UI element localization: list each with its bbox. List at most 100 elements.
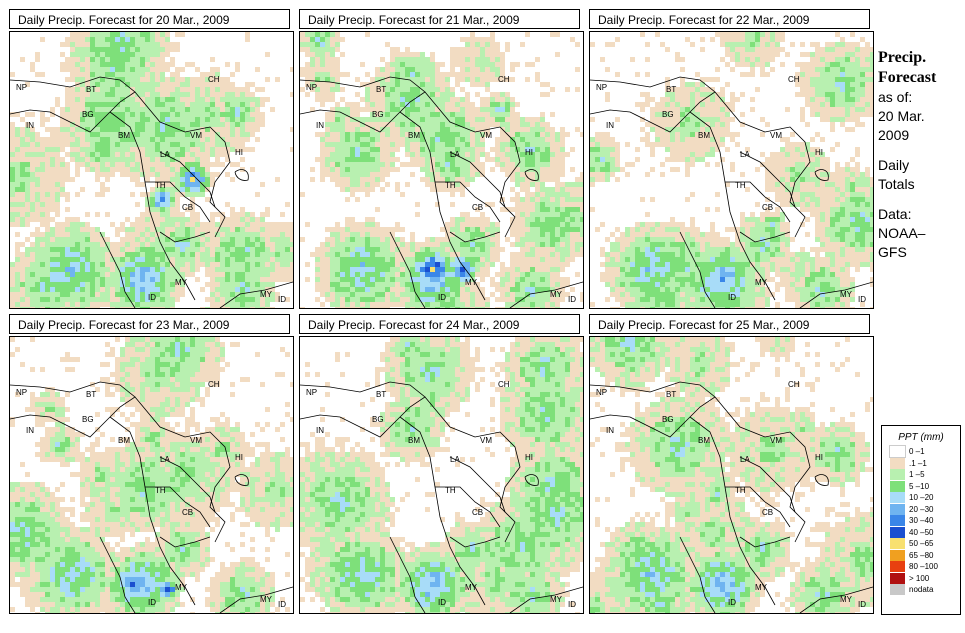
country-border <box>159 456 216 513</box>
country-label: LA <box>160 150 170 159</box>
country-border <box>219 586 293 613</box>
panel-title: Daily Precip. Forecast for 23 Mar., 2009 <box>9 314 290 334</box>
country-label: VM <box>480 436 492 445</box>
side-date-1: 20 Mar. <box>878 108 925 124</box>
legend-swatch <box>890 503 905 515</box>
legend-label: 1 –5 <box>909 470 925 480</box>
precip-map: NP BT BG IN BM CH VM LA TH CB HI MY ID MY ID <box>299 336 584 614</box>
country-label: LA <box>160 455 170 464</box>
country-label: CH <box>788 380 800 389</box>
legend-swatch <box>889 445 906 459</box>
precip-field <box>300 32 583 308</box>
country-label: IN <box>606 426 614 435</box>
country-label: MY <box>175 583 188 592</box>
forecast-panel-4: Daily Precip. Forecast for 23 Mar., 2009… <box>9 314 294 614</box>
country-label: NP <box>16 388 27 397</box>
legend-swatch <box>890 561 905 573</box>
country-border <box>145 181 211 223</box>
country-label: NP <box>16 83 27 92</box>
country-label: CB <box>472 203 483 212</box>
legend-label: 5 –10 <box>909 481 930 491</box>
country-label: IN <box>316 121 324 130</box>
country-label: MY <box>465 583 478 592</box>
country-label: TH <box>155 486 166 495</box>
country-border <box>689 416 776 606</box>
precip-field <box>590 32 873 308</box>
panel-title: Daily Precip. Forecast for 22 Mar., 2009 <box>589 9 870 29</box>
country-border <box>689 111 776 301</box>
legend-label: 50 –65 <box>909 539 934 549</box>
country-label: ID <box>858 600 866 609</box>
legend-label: > 100 <box>909 573 930 583</box>
side-source-2: GFS <box>878 244 907 260</box>
country-border <box>99 231 136 308</box>
legend-item: 1 –5 <box>890 469 960 481</box>
country-border <box>234 474 249 486</box>
country-label: CB <box>762 203 773 212</box>
country-border <box>679 536 716 613</box>
country-label: BM <box>698 131 710 140</box>
country-label: CH <box>208 75 220 84</box>
country-border <box>219 281 293 308</box>
country-label: TH <box>445 486 456 495</box>
country-label: IN <box>316 426 324 435</box>
country-border <box>449 536 501 548</box>
map-canvas: NP BT BG IN BM CH VM LA TH CB HI MY ID MY ID <box>590 32 873 308</box>
country-label: IN <box>606 121 614 130</box>
country-label: NP <box>596 388 607 397</box>
legend-swatch <box>890 469 905 481</box>
legend-item: 80 –100 <box>890 561 960 573</box>
country-label: MY <box>260 290 273 299</box>
legend-item: 10 –20 <box>890 492 960 504</box>
country-label: MY <box>840 290 853 299</box>
country-border <box>814 474 829 486</box>
legend-item: 65 –80 <box>890 549 960 562</box>
side-totals: Totals <box>878 176 915 192</box>
country-label: LA <box>450 150 460 159</box>
legend-label: 80 –100 <box>909 562 938 572</box>
country-label: MY <box>840 595 853 604</box>
country-label: ID <box>278 295 286 304</box>
map-canvas: NP BT BG IN BM CH VM LA TH CB HI MY ID MY ID <box>10 32 293 308</box>
side-asof: as of: <box>878 89 913 105</box>
country-border <box>739 231 791 243</box>
country-border <box>109 416 196 606</box>
country-border <box>234 169 249 181</box>
country-label: TH <box>155 181 166 190</box>
country-label: BG <box>82 110 94 119</box>
country-border <box>145 486 211 528</box>
country-label: NP <box>306 388 317 397</box>
map-canvas: NP BT BG IN BM CH VM LA TH CB HI MY ID MY ID <box>300 32 583 308</box>
legend-label: 30 –40 <box>909 516 934 526</box>
country-label: BM <box>118 436 130 445</box>
country-border <box>739 536 791 548</box>
country-border <box>509 586 583 613</box>
country-label: ID <box>438 598 446 607</box>
country-border <box>739 456 796 513</box>
country-border <box>435 181 501 223</box>
legend-item: 5 –10 <box>890 480 960 493</box>
country-label: BT <box>376 85 386 94</box>
panel-title: Daily Precip. Forecast for 25 Mar., 2009 <box>589 314 870 334</box>
country-border <box>799 281 873 308</box>
legend-label: .1 –1 <box>909 458 927 468</box>
country-border <box>449 151 506 208</box>
country-label: BM <box>698 436 710 445</box>
precip-field <box>300 337 583 613</box>
precip-map: NP BT BG IN BM CH VM LA TH CB HI MY ID MY ID <box>9 31 294 309</box>
country-label: CH <box>788 75 800 84</box>
country-label: BM <box>408 131 420 140</box>
country-label: BT <box>376 390 386 399</box>
country-label: MY <box>260 595 273 604</box>
legend-label: 0 –1 <box>909 447 925 457</box>
country-label: MY <box>550 595 563 604</box>
legend-label: 20 –30 <box>909 504 934 514</box>
country-label: TH <box>735 181 746 190</box>
country-border <box>725 486 791 528</box>
legend-swatch <box>890 549 905 561</box>
precip-map: NP BT BG IN BM CH VM LA TH CB HI MY ID MY ID <box>589 336 874 614</box>
legend-title: PPT (mm) <box>898 432 944 443</box>
country-label: VM <box>480 131 492 140</box>
country-border <box>449 231 501 243</box>
forecast-panel-6: Daily Precip. Forecast for 25 Mar., 2009… <box>589 314 874 614</box>
